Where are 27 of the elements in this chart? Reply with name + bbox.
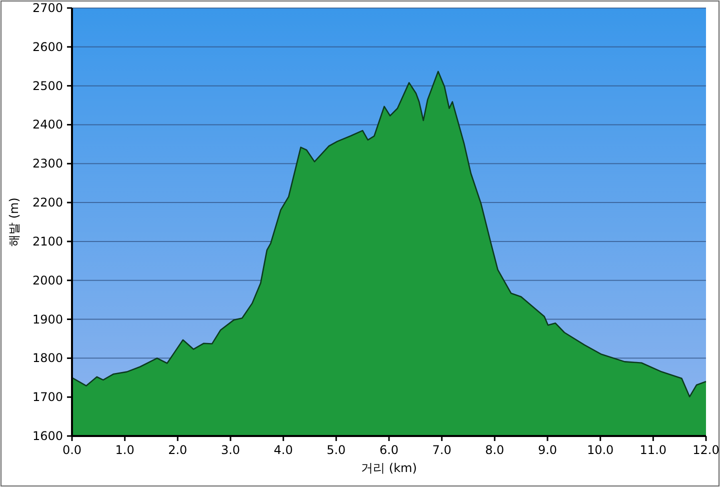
x-tick-label: 6.0 <box>379 443 399 457</box>
x-axis-title: 거리 (km) <box>361 461 417 475</box>
x-tick-label: 8.0 <box>485 443 504 457</box>
x-tick-label: 4.0 <box>274 443 293 457</box>
y-tick-label: 1700 <box>32 390 63 404</box>
x-tick-label: 10.0 <box>586 443 614 457</box>
y-tick-label: 2500 <box>32 78 63 93</box>
y-axis-title: 해발 (m) <box>7 198 21 246</box>
x-tick-label: 7.0 <box>432 443 452 457</box>
y-tick-label: 2400 <box>32 118 63 132</box>
x-tick-label: 5.0 <box>326 443 346 457</box>
x-tick-label: 11.0 <box>640 443 667 457</box>
y-tick-label: 2700 <box>32 1 63 15</box>
y-tick-label: 2200 <box>32 196 63 210</box>
x-tick-label: 3.0 <box>220 443 240 457</box>
x-tick-label: 12.0 <box>692 443 720 457</box>
x-tick-label: 1.0 <box>115 443 134 457</box>
y-tick-label: 2000 <box>32 273 63 288</box>
x-tick-label: 0.0 <box>62 443 82 457</box>
y-tick-label: 1600 <box>32 429 63 443</box>
x-tick-label: 9.0 <box>538 443 558 457</box>
y-tick-label: 1900 <box>32 312 63 326</box>
y-tick-label: 1800 <box>32 351 63 366</box>
y-tick-label: 2600 <box>32 40 63 54</box>
y-tick-label: 2300 <box>32 156 63 171</box>
x-tick-label: 2.0 <box>168 443 188 457</box>
y-tick-label: 2100 <box>32 234 63 248</box>
